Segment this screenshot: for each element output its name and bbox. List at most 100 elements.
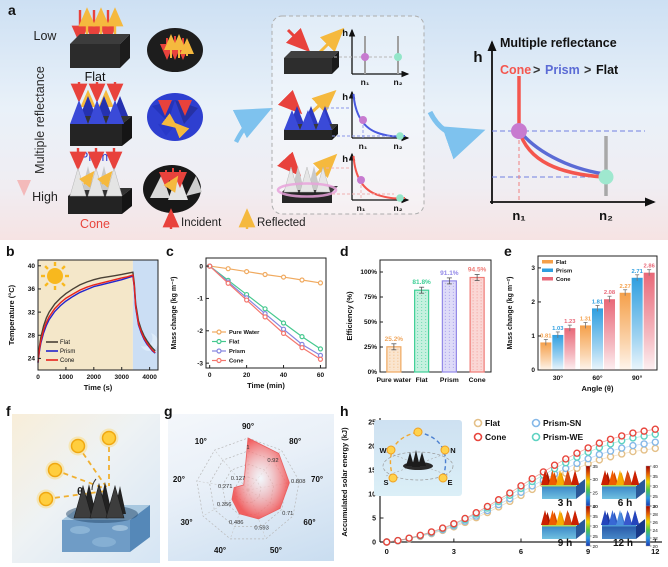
bar-Flat-30° xyxy=(540,342,552,370)
svg-text:1000: 1000 xyxy=(59,374,74,381)
point-Cone xyxy=(584,444,592,452)
bar-value-label: 25.2% xyxy=(385,336,404,343)
svg-text:Prism: Prism xyxy=(556,269,572,275)
series-Cone xyxy=(37,274,156,363)
svg-text:Pure Water: Pure Water xyxy=(229,330,260,336)
compass-north-label: N xyxy=(450,446,455,455)
panel-d-label: d xyxy=(340,243,349,259)
colorbar-tick: 40 xyxy=(653,464,659,470)
point-Cone xyxy=(562,455,570,463)
svg-text:60: 60 xyxy=(317,372,325,379)
bar-value-label: 2.27 xyxy=(620,284,631,290)
colorbar-tick: 20 xyxy=(593,544,599,550)
radar-value-label: 0.486 xyxy=(229,520,244,526)
colorbar-tick: 25 xyxy=(593,490,599,496)
bar-value-label: 1.31 xyxy=(580,316,592,322)
bar-Pure water xyxy=(386,343,402,373)
mini-n2-label: n₂ xyxy=(394,141,403,151)
point-Prism-SN xyxy=(573,459,581,468)
series-Flat xyxy=(37,271,156,362)
point-Cone xyxy=(483,502,492,511)
point-Prism-SN xyxy=(618,444,626,452)
svg-text:3: 3 xyxy=(531,265,535,272)
point-Prism-SN xyxy=(584,455,592,463)
point-Prism-SN xyxy=(651,438,659,446)
colorbar-tick: 30 xyxy=(593,477,599,483)
solar-energy-chart: 0 5 10 15 20 25 0 3 6 9 12 Accumulated solar energy… xyxy=(340,418,662,556)
flat-structure xyxy=(70,7,130,68)
y-axis-title: Efficiency (%) xyxy=(345,291,354,341)
point-Cone xyxy=(427,528,436,536)
radar-axis-label: 50° xyxy=(270,546,282,555)
svg-text:9: 9 xyxy=(586,547,590,556)
svg-text:-3: -3 xyxy=(197,360,203,367)
svg-text:32: 32 xyxy=(28,309,36,316)
sun-icon xyxy=(386,445,396,455)
svg-text:Cone: Cone xyxy=(556,277,571,283)
svg-text:50%: 50% xyxy=(364,319,377,326)
panel-a: a Multiple reflectance xyxy=(0,0,668,240)
mini-cone-row: h n₁ n₂ xyxy=(276,151,410,213)
connector-arrow-icon xyxy=(232,107,273,144)
svg-text:2: 2 xyxy=(531,299,535,306)
svg-text:2000: 2000 xyxy=(87,374,102,381)
point-Prism-SN xyxy=(629,441,637,450)
svg-text:Flat: Flat xyxy=(416,377,429,384)
sun-icon xyxy=(36,489,56,509)
bar-value-label: 0.81 xyxy=(540,333,552,339)
inset-time-label: 12 h xyxy=(613,538,633,549)
colorbar-tick: 35 xyxy=(653,474,659,480)
radar-axis-label: 30° xyxy=(180,518,192,527)
svg-text:Prism: Prism xyxy=(440,377,459,384)
sun-angle-schematic: θ xyxy=(36,428,150,552)
panel-g-label: g xyxy=(164,403,173,419)
colorbar-tick: 30 xyxy=(593,524,599,530)
mini-n2-label: n₂ xyxy=(394,77,403,87)
svg-text:6: 6 xyxy=(519,547,523,556)
svg-text:0: 0 xyxy=(199,263,203,270)
bar-Prism-60° xyxy=(592,308,603,370)
colorbar-tick: 30 xyxy=(653,484,659,490)
bar-value-label: 81.8% xyxy=(412,279,431,286)
colorbar-tick: 26 xyxy=(653,520,659,526)
point-Cone xyxy=(394,536,402,545)
colorbar-tick: 28 xyxy=(653,512,659,518)
legend-Prism-SN: Prism-SN xyxy=(543,418,581,428)
svg-text:1: 1 xyxy=(531,333,535,340)
incident-reflected-legend: Incident Reflected xyxy=(162,208,306,229)
cone-label: Cone xyxy=(80,217,110,231)
cone-topview-icon xyxy=(143,165,202,213)
colorbar-tick: 20 xyxy=(593,504,599,510)
reflectance-axis: Multiple reflectance xyxy=(17,58,47,196)
svg-text:30°: 30° xyxy=(553,374,564,382)
radar-axis-label: 10° xyxy=(195,437,207,446)
radar-axis-label: 80° xyxy=(289,437,301,446)
y-axis-title: Mass change (kg m⁻²) xyxy=(507,277,514,350)
rank-gt: > xyxy=(584,63,591,77)
point-Cone xyxy=(528,474,536,483)
svg-text:75%: 75% xyxy=(364,294,377,301)
x-axis-title: Time (min) xyxy=(247,381,285,390)
svg-text:25: 25 xyxy=(368,420,376,427)
point-Flat xyxy=(651,444,659,453)
panel-a-label: a xyxy=(8,2,16,18)
radar-axis-label: 90° xyxy=(242,422,254,431)
point-Cone xyxy=(494,496,503,504)
radar-value-label: 0.71 xyxy=(282,511,293,517)
colorbar-tick: 35 xyxy=(593,514,599,520)
bar-Flat-90° xyxy=(619,292,631,370)
svg-text:12: 12 xyxy=(651,547,659,556)
bar-value-label: 91.1% xyxy=(440,270,459,277)
theta-arc xyxy=(91,478,97,491)
svg-text:Flat: Flat xyxy=(229,340,239,346)
axis-title: Multiple reflectance xyxy=(33,66,47,174)
sun-icon xyxy=(41,262,69,290)
colorbar-tick: 25 xyxy=(593,534,599,540)
radar-axis-label: 60° xyxy=(303,518,315,527)
point-Flat xyxy=(629,447,637,456)
bar-Flat xyxy=(414,286,430,373)
bar-value-label: 1.03 xyxy=(552,326,564,332)
colorbar-tick: 35 xyxy=(593,464,599,470)
y-axis-title: Mass change (kg m⁻²) xyxy=(171,277,178,350)
